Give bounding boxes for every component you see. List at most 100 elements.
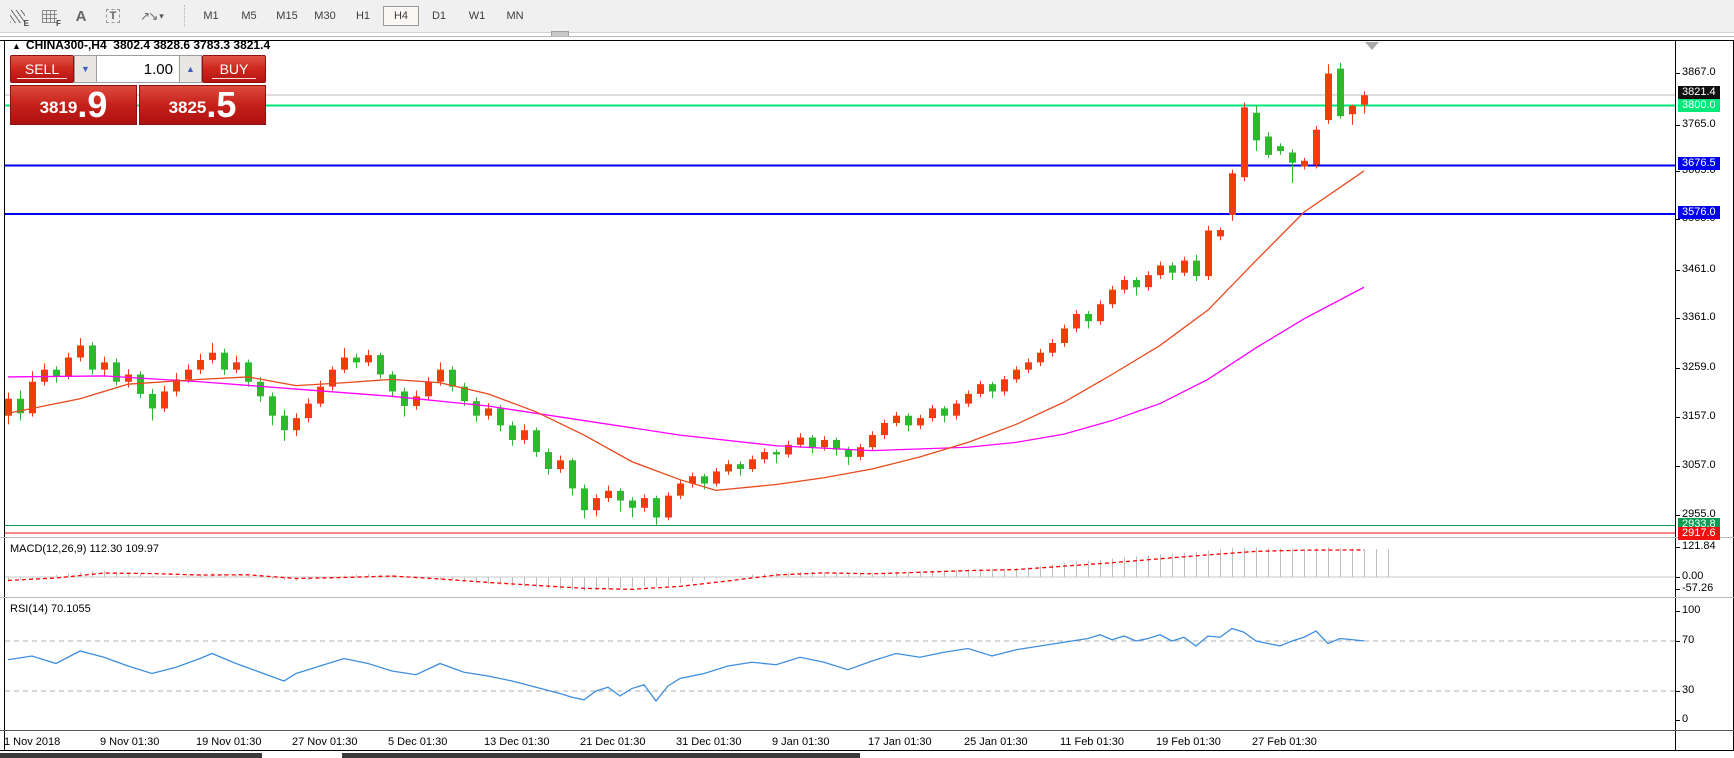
price-badge: 3676.5 [1678, 157, 1720, 170]
candle [1193, 260, 1200, 277]
fibonacci-icon[interactable]: F [34, 3, 64, 29]
volume-input[interactable] [97, 55, 179, 83]
candle [797, 437, 804, 445]
candle [653, 498, 660, 518]
candle [953, 403, 960, 416]
tick-mark [1676, 171, 1680, 172]
candle [761, 452, 768, 460]
candle [749, 459, 756, 470]
candle [5, 398, 12, 416]
candle [689, 476, 696, 484]
candle [245, 362, 252, 382]
price-tick: 3867.0 [1682, 66, 1716, 78]
date-tick: 25 Jan 01:30 [964, 736, 1028, 748]
date-tick: 9 Nov 01:30 [100, 736, 160, 748]
price-badge: 3821.4 [1678, 86, 1720, 99]
candle [365, 355, 372, 363]
candle [881, 422, 888, 436]
chevron-down-icon[interactable]: ▾ [159, 10, 164, 21]
candle [1301, 160, 1308, 167]
date-tick: 27 Feb 01:30 [1252, 736, 1317, 748]
rsi-label: RSI(14) 70.1055 [10, 603, 91, 615]
text-label-icon[interactable]: T [98, 3, 128, 29]
candle [557, 460, 564, 470]
candle [221, 352, 228, 370]
ma-fast-line [7, 170, 1365, 492]
candle [833, 439, 840, 450]
candle [317, 386, 324, 404]
price-tick: 3057.0 [1682, 459, 1716, 471]
candle [941, 408, 948, 416]
candle [1061, 328, 1068, 343]
candle [149, 393, 156, 409]
arrows-icon[interactable]: ↗↘ ▾ [140, 9, 164, 23]
candle [89, 345, 96, 370]
price-tick: 3259.0 [1682, 361, 1716, 373]
candle [641, 498, 648, 508]
equidistant-channel-icon[interactable]: E [2, 3, 32, 29]
candle [173, 379, 180, 392]
sell-price-box[interactable]: 3819.9 [10, 85, 137, 125]
candle [65, 357, 72, 377]
sell-button[interactable]: SELL [10, 55, 74, 83]
candle [185, 369, 192, 380]
buy-price-box[interactable]: 3825.5 [139, 85, 266, 125]
candle [125, 374, 132, 382]
candle [1289, 152, 1296, 163]
candle [353, 357, 360, 363]
timeframe-h1[interactable]: H1 [355, 10, 371, 22]
timeframe-m1[interactable]: M1 [203, 10, 219, 22]
tick-mark [1676, 125, 1680, 126]
candle [257, 381, 264, 397]
candle [1121, 279, 1128, 290]
buy-button[interactable]: BUY [202, 55, 266, 83]
bottom-window-edge [0, 750, 1734, 758]
date-tick: 11 Feb 01:30 [1060, 736, 1125, 748]
timeframe-d1[interactable]: D1 [431, 10, 447, 22]
candle [1109, 289, 1116, 305]
macd-tick: 121.84 [1682, 540, 1716, 552]
candle [1313, 129, 1320, 165]
candle [617, 490, 624, 501]
candle [917, 418, 924, 426]
candle [845, 449, 852, 457]
timeframe-w1[interactable]: W1 [468, 10, 486, 22]
candle [569, 460, 576, 489]
date-tick: 1 Nov 2018 [4, 736, 61, 748]
rsi-separator[interactable] [0, 597, 1734, 598]
tick-mark [1676, 577, 1680, 578]
volume-increment-button[interactable]: ▲ [179, 55, 202, 83]
timeframe-m30[interactable]: M30 [314, 10, 336, 22]
timeframe-m15[interactable]: M15 [276, 10, 298, 22]
tick-mark [1676, 691, 1680, 692]
tick-mark [1676, 515, 1680, 516]
timeframe-m5[interactable]: M5 [241, 10, 257, 22]
symbol-marker-icon: ▲ [12, 41, 21, 51]
candle [497, 408, 504, 426]
candle [1277, 146, 1284, 152]
candle [53, 369, 60, 377]
timeframe-bar: M1 M5 M15 M30 H1 H4 D1 W1 MN [192, 6, 534, 26]
buy-price: 3825 [168, 98, 207, 117]
bottom-window-edge-segment [342, 753, 860, 758]
macd-tick: 0.00 [1682, 570, 1704, 582]
timeframe-mn[interactable]: MN [506, 10, 524, 22]
candle [581, 488, 588, 511]
price-tick: 3765.0 [1682, 118, 1716, 130]
date-tick: 27 Nov 01:30 [292, 736, 358, 748]
text-icon[interactable]: A [75, 7, 87, 25]
volume-decrement-button[interactable]: ▼ [74, 55, 97, 83]
candle [1241, 107, 1248, 178]
macd-separator[interactable] [0, 537, 1734, 538]
candle [1145, 275, 1152, 288]
date-tick: 31 Dec 01:30 [676, 736, 742, 748]
candle [425, 381, 432, 397]
candle [1253, 112, 1260, 141]
candle [461, 386, 468, 402]
spin-up-icon: ▲ [186, 64, 195, 74]
candle [593, 498, 600, 511]
tick-mark [1676, 589, 1680, 590]
candle [233, 362, 240, 370]
timeframe-h4[interactable]: H4 [383, 6, 419, 26]
